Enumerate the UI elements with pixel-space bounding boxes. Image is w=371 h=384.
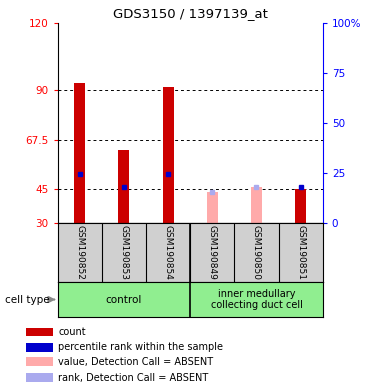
- Text: inner medullary
collecting duct cell: inner medullary collecting duct cell: [210, 289, 302, 310]
- Bar: [26, 358, 53, 366]
- Bar: [251, 187, 262, 223]
- Text: cell type: cell type: [6, 295, 50, 305]
- Bar: [26, 328, 53, 336]
- Bar: [207, 192, 218, 223]
- Text: GSM190850: GSM190850: [252, 225, 261, 280]
- Text: GSM190852: GSM190852: [75, 225, 84, 280]
- Bar: [162, 88, 174, 223]
- Title: GDS3150 / 1397139_at: GDS3150 / 1397139_at: [113, 7, 267, 20]
- Text: rank, Detection Call = ABSENT: rank, Detection Call = ABSENT: [58, 372, 209, 383]
- Text: count: count: [58, 327, 86, 337]
- Text: control: control: [106, 295, 142, 305]
- Text: GSM190849: GSM190849: [208, 225, 217, 280]
- Bar: [74, 83, 85, 223]
- Text: percentile rank within the sample: percentile rank within the sample: [58, 342, 223, 352]
- Bar: [26, 373, 53, 382]
- Bar: [295, 189, 306, 223]
- Text: GSM190854: GSM190854: [164, 225, 173, 280]
- Bar: [26, 343, 53, 352]
- Text: GSM190851: GSM190851: [296, 225, 305, 280]
- Text: value, Detection Call = ABSENT: value, Detection Call = ABSENT: [58, 357, 213, 367]
- Text: GSM190853: GSM190853: [119, 225, 128, 280]
- Bar: [118, 149, 129, 223]
